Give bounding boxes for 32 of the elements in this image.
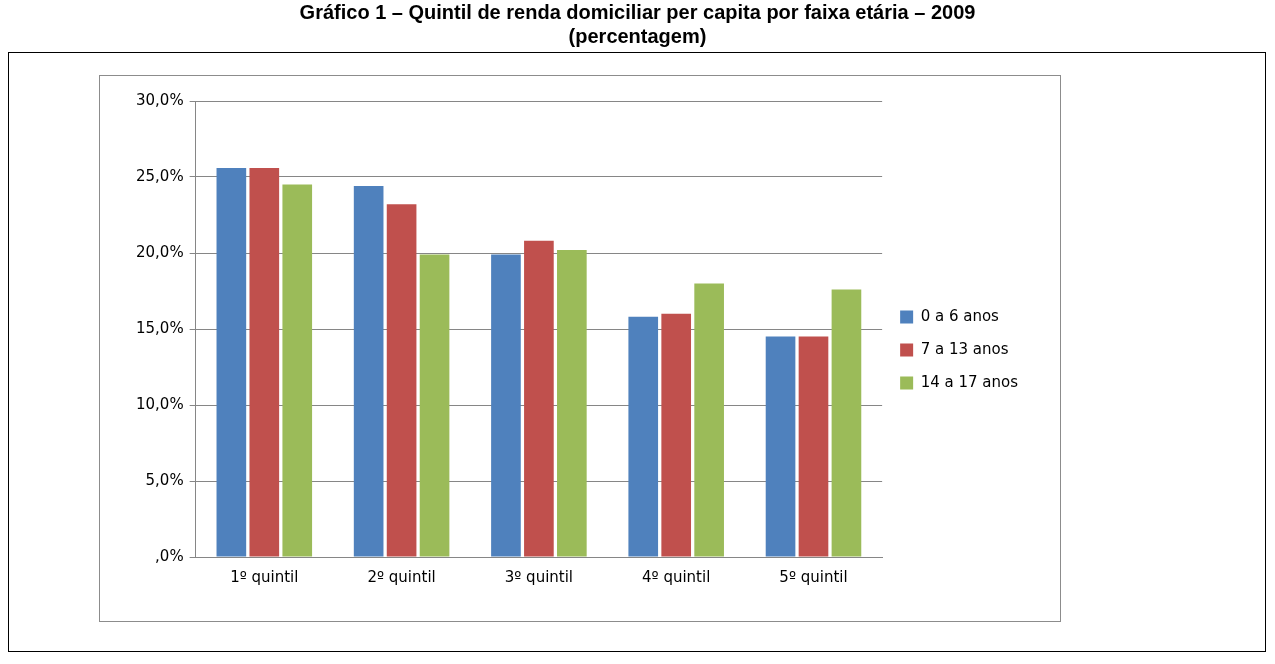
bar: [419, 254, 450, 557]
x-tick-label: 2º quintil: [367, 567, 436, 586]
bar: [694, 283, 724, 557]
bar: [216, 167, 247, 557]
bar: [524, 240, 554, 557]
x-tick-label: 3º quintil: [504, 567, 574, 586]
chart-subtitle: (percentagem): [567, 24, 708, 48]
bar: [798, 336, 829, 557]
y-tick-label: ,0%: [155, 546, 184, 565]
legend-label: 14 a 17 anos: [920, 372, 1019, 391]
bar: [353, 186, 384, 557]
y-tick-label: 20,0%: [136, 242, 184, 261]
bar: [282, 184, 313, 557]
bar: [386, 204, 417, 557]
bar: [557, 249, 587, 557]
y-tick-label: 10,0%: [136, 394, 184, 413]
bar: [628, 316, 659, 557]
bar: [661, 313, 692, 557]
legend-label: 7 a 13 anos: [920, 339, 1009, 358]
x-tick-label: 4º quintil: [642, 567, 711, 586]
bar: [249, 167, 280, 557]
y-tick-label: 30,0%: [136, 90, 184, 109]
bar: [491, 254, 521, 557]
x-tick-label: 5º quintil: [779, 567, 848, 586]
chart-title: Gráfico 1 – Quintil de renda domiciliar per capita por faixa etária – 2009: [298, 0, 977, 24]
y-tick-label: 5,0%: [145, 470, 184, 489]
y-tick-label: 25,0%: [136, 166, 184, 185]
bar: [765, 336, 796, 557]
x-tick-label: 1º quintil: [230, 567, 299, 586]
bar: [831, 289, 862, 557]
y-tick-label: 15,0%: [136, 318, 184, 337]
legend-label: 0 a 6 anos: [920, 306, 1000, 325]
